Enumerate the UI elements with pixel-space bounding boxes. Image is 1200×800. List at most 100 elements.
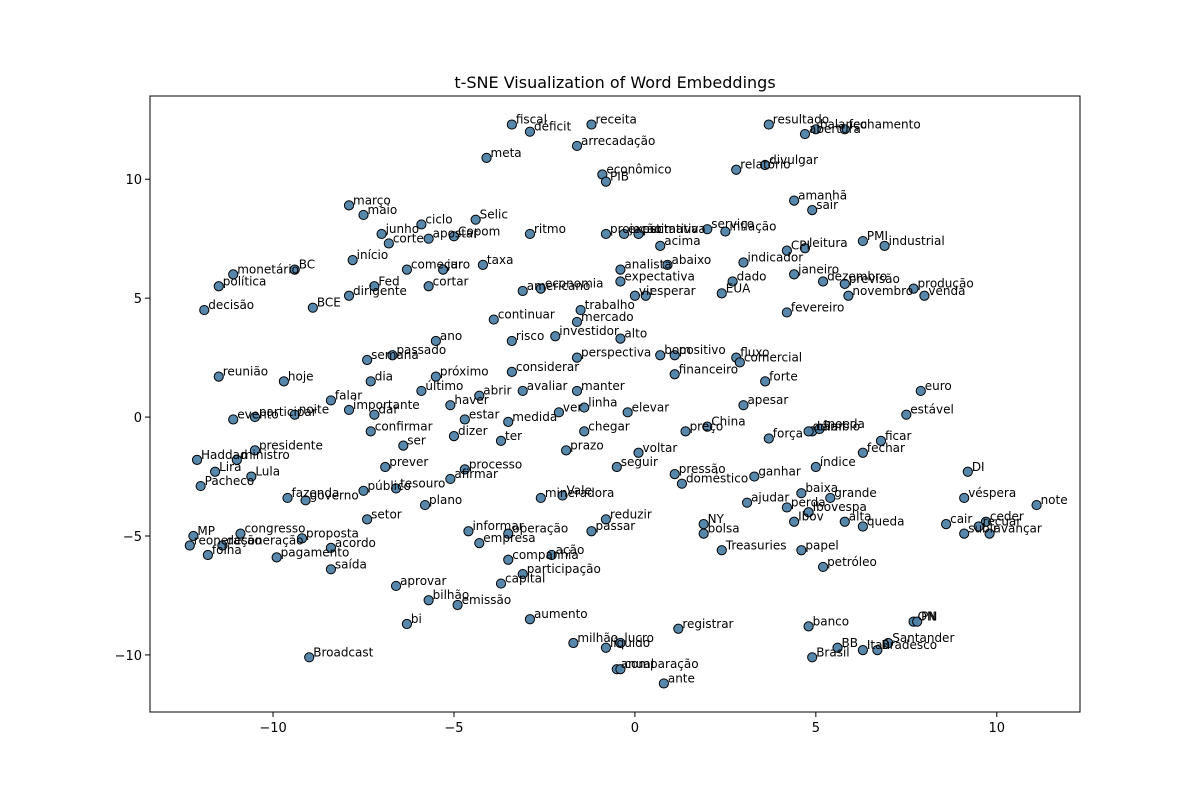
data-point: [615, 264, 626, 275]
word-label: papel: [805, 538, 838, 552]
data-point: [680, 426, 691, 437]
word-label: preço: [690, 419, 724, 433]
word-label: prazo: [570, 438, 604, 452]
word-label: bi: [411, 612, 422, 626]
word-label: positivo: [679, 343, 726, 357]
data-point: [517, 285, 528, 297]
data-point: [618, 228, 630, 240]
data-point: [419, 499, 431, 511]
data-point: [600, 228, 612, 240]
word-label: política: [223, 274, 267, 288]
data-point: [416, 385, 427, 397]
word-label: janeiro: [797, 262, 839, 276]
word-label: reduzir: [610, 507, 652, 521]
data-point: [561, 445, 572, 456]
data-point: [535, 283, 546, 294]
data-point: [973, 521, 984, 532]
word-label: venda: [928, 284, 965, 298]
data-point: [716, 288, 727, 299]
word-label: evento: [237, 407, 279, 421]
word-label: BB: [842, 636, 858, 650]
data-point: [535, 492, 546, 504]
word-label: fechar: [867, 441, 905, 455]
word-label: Santander: [892, 631, 954, 645]
word-label: ação: [556, 543, 585, 557]
data-point: [817, 561, 829, 573]
data-point: [546, 549, 557, 561]
word-label: Haddad: [201, 448, 248, 462]
data-point: [553, 407, 565, 418]
y-tick-label: 5: [134, 292, 142, 307]
word-label: último: [425, 379, 463, 393]
word-label: Fed: [378, 274, 399, 288]
word-label: Treasuries: [725, 538, 787, 552]
word-label: forte: [769, 369, 798, 383]
word-label: juro: [446, 258, 470, 272]
data-point: [586, 526, 597, 537]
word-label: desoneração: [226, 534, 303, 548]
data-point: [347, 255, 358, 266]
word-label: econômico: [606, 162, 671, 176]
data-point: [289, 409, 300, 420]
word-label: Broadcast: [313, 645, 373, 659]
word-label: PMI: [867, 229, 888, 243]
data-point: [872, 645, 883, 656]
word-label: taxa: [487, 253, 514, 267]
data-point: [524, 126, 536, 137]
data-point: [760, 376, 771, 387]
word-label: dia: [375, 369, 393, 383]
y-tick-label: −5: [123, 530, 142, 545]
word-label: operação: [512, 522, 568, 536]
data-point: [857, 235, 868, 247]
data-point: [698, 528, 709, 539]
word-label: divulgar: [769, 153, 818, 167]
data-point: [796, 545, 807, 556]
data-point: [506, 366, 517, 377]
data-point: [343, 200, 355, 211]
word-label: bom: [664, 343, 691, 357]
word-label: governo: [310, 488, 359, 502]
word-label: MP: [197, 524, 215, 538]
data-point: [810, 461, 821, 473]
y-tick-label: 0: [134, 411, 142, 426]
data-point: [217, 540, 228, 551]
data-point: [213, 281, 224, 292]
data-point: [879, 240, 890, 251]
data-point: [365, 376, 376, 387]
data-point: [503, 528, 514, 539]
data-point: [503, 554, 514, 565]
word-label: plano: [429, 493, 462, 507]
data-point: [658, 678, 669, 689]
word-label: continuar: [498, 308, 555, 322]
data-point: [369, 281, 380, 292]
word-label: Ibov: [798, 510, 824, 524]
word-label: estimativa: [643, 222, 706, 236]
data-point: [839, 516, 850, 527]
word-label: investidor: [559, 324, 619, 338]
data-point: [228, 414, 239, 425]
data-point: [908, 283, 919, 294]
data-point: [814, 423, 825, 435]
word-label: arrecadação: [581, 134, 655, 148]
data-point: [629, 290, 641, 301]
word-label: bolsa: [708, 522, 740, 536]
word-label: dado: [737, 270, 767, 284]
word-label: comercial: [744, 350, 802, 364]
data-point: [586, 119, 597, 130]
word-label: emissão: [462, 593, 512, 607]
word-label: ajudar: [751, 491, 789, 505]
data-point: [365, 426, 376, 437]
data-point: [817, 276, 829, 287]
word-label: registrar: [682, 617, 733, 631]
word-label: elevar: [632, 400, 670, 414]
word-label: linha: [588, 396, 617, 410]
data-point: [615, 664, 626, 675]
word-label: financeiro: [679, 362, 738, 376]
data-point: [702, 224, 713, 235]
word-label: avançar: [994, 522, 1042, 536]
data-point: [579, 426, 590, 437]
word-label: folha: [212, 543, 242, 557]
x-tick-label: −10: [259, 721, 286, 736]
data-point: [470, 214, 481, 225]
data-point: [481, 152, 492, 163]
